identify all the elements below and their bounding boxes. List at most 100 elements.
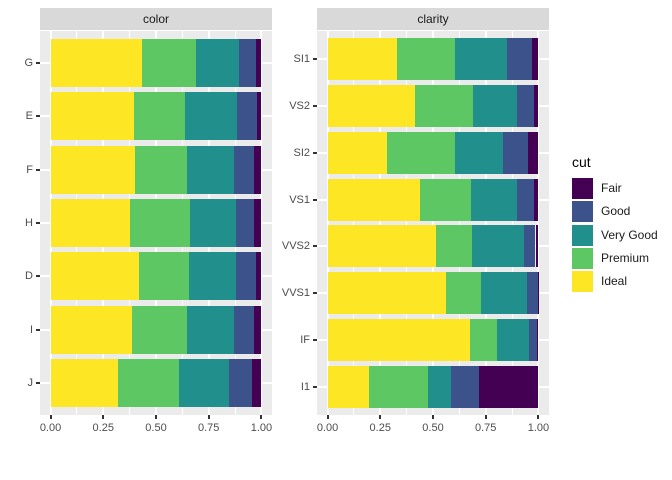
bar-clarity-i1-premium [369, 365, 428, 408]
bar-color-f-ideal [50, 145, 136, 194]
bar-clarity-i1-ideal [327, 365, 370, 408]
bar-clarity-vvs2-premium [435, 225, 473, 268]
x-tick [207, 415, 210, 419]
bar-clarity-if-ideal [327, 319, 471, 362]
x-tick [155, 415, 157, 419]
bar-clarity-i1-good [451, 365, 479, 408]
bar-color-d-premium [138, 252, 189, 301]
gridline-minor [458, 31, 460, 415]
y-axis-label-if: IF [300, 334, 310, 347]
x-axis-label-0.00: 0.00 [39, 422, 62, 434]
bar-clarity-si2-fair [527, 131, 539, 174]
gridline-minor [511, 31, 513, 415]
y-tick [313, 58, 317, 61]
x-axis-label-0.25: 0.25 [92, 422, 114, 434]
x-tick [537, 415, 540, 419]
legend-label-ideal: Ideal [601, 274, 628, 289]
y-axis-label-vs1: VS1 [289, 193, 310, 206]
y-axis-label-g: G [24, 57, 33, 69]
x-tick [379, 415, 382, 419]
bar-clarity-si1-fair [531, 38, 539, 81]
y-tick [313, 104, 317, 107]
legend-label-very-good: Very Good [601, 227, 658, 242]
bar-color-h-fair [253, 199, 262, 247]
legend-key-fair [572, 178, 593, 199]
bar-color-e-fair [256, 92, 262, 141]
x-axis-label-0.00: 0.00 [316, 422, 339, 434]
x-axis-label-0.50: 0.50 [422, 422, 444, 434]
gridline-major [326, 31, 329, 415]
bar-clarity-if-premium [470, 319, 498, 362]
bar-color-g-ideal [50, 39, 142, 87]
y-axis-label-e: E [25, 110, 33, 123]
bar-clarity-vs1-very-good [471, 178, 518, 221]
bar-clarity-si1-ideal [327, 38, 397, 81]
x-axis-label-0.75: 0.75 [198, 422, 220, 434]
bar-color-g-very-good [196, 39, 240, 87]
bar-color-f-very-good [186, 145, 235, 194]
y-axis-label-si2: SI2 [293, 146, 310, 159]
bar-clarity-vvs1-very-good [481, 272, 527, 315]
y-tick [313, 292, 317, 295]
gridline-minor [406, 31, 408, 415]
y-tick [36, 275, 40, 278]
x-axis-label-1.00: 1.00 [527, 422, 550, 434]
bar-clarity-si2-ideal [327, 131, 388, 174]
bar-color-d-very-good [188, 252, 236, 301]
bar-clarity-vs1-good [517, 178, 534, 221]
gridline-major [537, 31, 540, 415]
y-tick [313, 151, 317, 154]
y-tick [313, 245, 317, 248]
bar-clarity-if-fair [537, 319, 539, 362]
bar-clarity-if-very-good [497, 319, 529, 362]
legend-label-premium: Premium [601, 251, 650, 266]
bar-color-j-ideal [50, 359, 118, 407]
bar-clarity-vs1-fair [534, 178, 539, 221]
x-axis-label-0.25: 0.25 [369, 422, 391, 434]
bar-clarity-si1-premium [396, 38, 455, 81]
y-axis-label-vvs2: VVS2 [281, 240, 310, 253]
bar-clarity-vvs1-fair [537, 272, 539, 315]
bar-color-i-premium [131, 305, 188, 354]
gridline-major [484, 31, 487, 415]
y-axis-label-i: I [29, 323, 33, 336]
x-axis-label-0.75: 0.75 [475, 422, 497, 434]
y-axis-label-h: H [25, 217, 33, 229]
y-tick [313, 385, 317, 388]
bar-color-g-fair [255, 39, 262, 87]
x-tick [432, 415, 434, 419]
y-axis-label-f: F [26, 163, 33, 176]
gridline-major [379, 31, 382, 415]
x-axis-label-1.00: 1.00 [250, 422, 273, 434]
y-tick [313, 339, 317, 342]
y-axis-label-i1: I1 [300, 380, 310, 393]
bar-clarity-vvs2-ideal [327, 225, 436, 268]
legend-key-premium [572, 248, 593, 270]
bar-color-f-fair [254, 145, 262, 194]
gridline-minor [353, 31, 355, 415]
bar-color-j-very-good [178, 359, 230, 407]
x-tick [102, 415, 105, 419]
legend-key-ideal [572, 271, 593, 293]
bar-clarity-vs1-ideal [327, 178, 421, 221]
legend-key-good [572, 201, 593, 223]
bar-color-e-good [236, 92, 257, 141]
bar-color-d-good [235, 252, 257, 301]
bar-color-h-very-good [189, 199, 236, 247]
y-axis-label-d: D [25, 270, 33, 283]
y-axis-label-j: J [27, 377, 34, 389]
bar-clarity-i1-very-good [427, 365, 452, 408]
y-tick [36, 115, 40, 118]
bar-clarity-vvs2-fair [535, 225, 539, 268]
bar-color-h-premium [129, 199, 190, 247]
y-axis-label-vs2: VS2 [289, 99, 310, 112]
bar-color-g-good [239, 39, 256, 87]
facet-strip-color: color [40, 8, 272, 30]
y-tick [36, 62, 40, 64]
x-tick [326, 415, 329, 419]
bar-color-j-fair [252, 359, 262, 407]
bar-clarity-si1-good [506, 38, 532, 81]
bar-clarity-vs1-premium [420, 178, 472, 221]
bar-clarity-si2-very-good [454, 131, 503, 174]
x-tick [49, 415, 52, 419]
